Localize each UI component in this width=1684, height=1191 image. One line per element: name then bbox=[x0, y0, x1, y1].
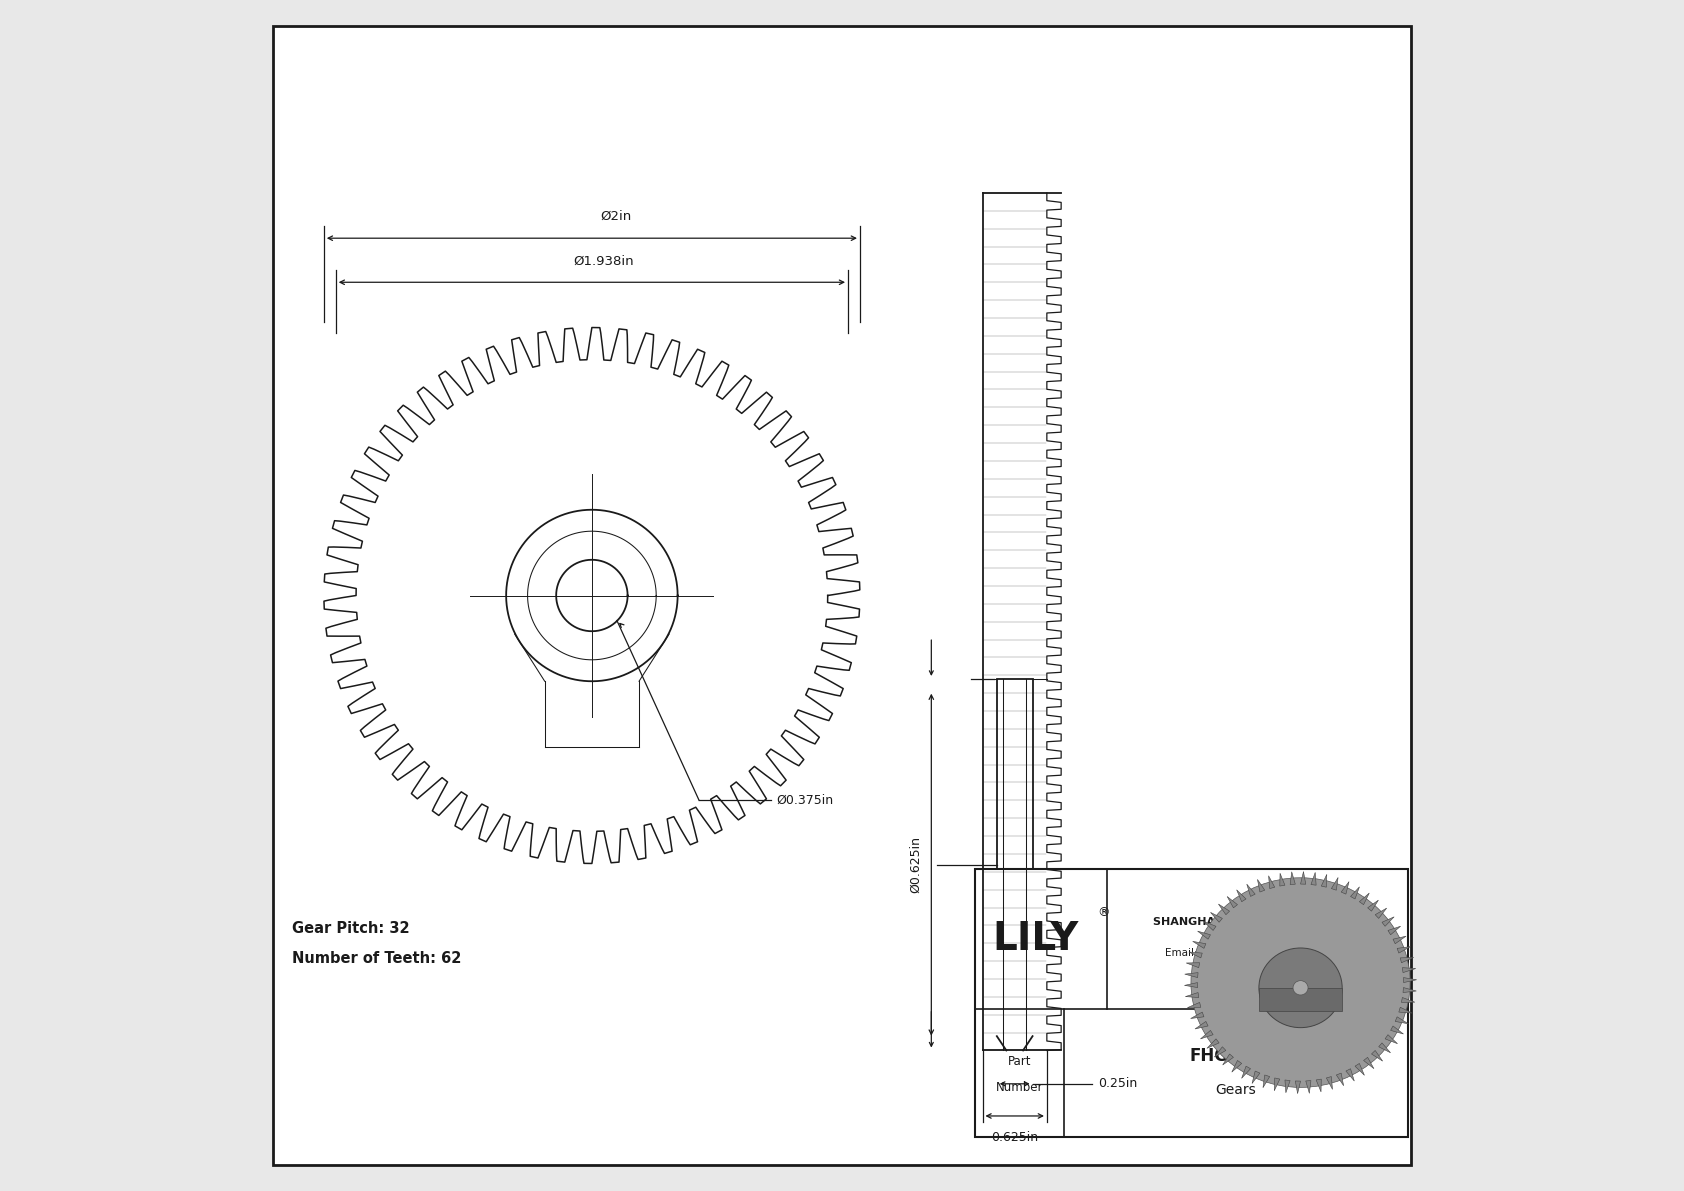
Text: Number: Number bbox=[995, 1081, 1044, 1093]
Polygon shape bbox=[1399, 1008, 1413, 1014]
Polygon shape bbox=[1305, 1080, 1310, 1093]
Ellipse shape bbox=[1293, 980, 1308, 994]
Text: LILY: LILY bbox=[992, 921, 1078, 958]
Polygon shape bbox=[1332, 878, 1339, 890]
Polygon shape bbox=[1285, 1080, 1290, 1093]
Polygon shape bbox=[1186, 973, 1197, 978]
Polygon shape bbox=[1192, 941, 1206, 948]
Text: FHGFFKEJ: FHGFFKEJ bbox=[1191, 1047, 1282, 1066]
Polygon shape bbox=[1187, 1003, 1201, 1008]
Ellipse shape bbox=[1260, 948, 1342, 1028]
Polygon shape bbox=[1384, 1035, 1398, 1043]
Bar bbox=[1260, 987, 1342, 1011]
Polygon shape bbox=[1228, 897, 1238, 908]
Polygon shape bbox=[1337, 1073, 1344, 1086]
Text: Part: Part bbox=[1009, 1055, 1032, 1067]
Polygon shape bbox=[1258, 879, 1265, 892]
Polygon shape bbox=[1388, 927, 1401, 935]
Text: Ø2in: Ø2in bbox=[600, 210, 632, 223]
Bar bbox=[997, 679, 1032, 1050]
Polygon shape bbox=[1191, 1012, 1204, 1018]
Polygon shape bbox=[1327, 1077, 1332, 1090]
Polygon shape bbox=[1280, 873, 1285, 886]
Polygon shape bbox=[1214, 1047, 1226, 1058]
Polygon shape bbox=[1196, 1022, 1207, 1029]
Polygon shape bbox=[1189, 952, 1202, 958]
Text: Gear Pitch: 32: Gear Pitch: 32 bbox=[291, 922, 409, 936]
Polygon shape bbox=[1367, 900, 1379, 911]
Text: 0.625in: 0.625in bbox=[992, 1131, 1039, 1145]
Polygon shape bbox=[1236, 890, 1246, 902]
Polygon shape bbox=[1379, 1043, 1391, 1053]
Polygon shape bbox=[1300, 872, 1305, 884]
Polygon shape bbox=[1403, 978, 1416, 983]
Polygon shape bbox=[1351, 887, 1359, 899]
Text: Ø1.938in: Ø1.938in bbox=[574, 255, 635, 268]
Polygon shape bbox=[1371, 1050, 1383, 1061]
Polygon shape bbox=[1403, 967, 1416, 973]
Text: Gears: Gears bbox=[1216, 1083, 1256, 1097]
Polygon shape bbox=[1359, 893, 1369, 905]
Bar bbox=[982, 193, 1047, 1050]
Text: SHANGHAI LILY BEARING LIMITED: SHANGHAI LILY BEARING LIMITED bbox=[1154, 917, 1362, 928]
Polygon shape bbox=[1398, 947, 1411, 953]
Polygon shape bbox=[1251, 1071, 1260, 1084]
Text: 0.25in: 0.25in bbox=[1098, 1078, 1137, 1090]
Polygon shape bbox=[1211, 912, 1223, 922]
Polygon shape bbox=[1290, 872, 1295, 885]
Polygon shape bbox=[1295, 1081, 1300, 1093]
Polygon shape bbox=[1310, 872, 1317, 885]
Bar bbox=[975, 869, 1408, 1137]
Polygon shape bbox=[1197, 931, 1211, 940]
Text: Ø0.375in: Ø0.375in bbox=[776, 794, 834, 806]
Polygon shape bbox=[1383, 917, 1394, 927]
Polygon shape bbox=[1317, 1079, 1322, 1092]
Polygon shape bbox=[1268, 875, 1275, 888]
Text: ®: ® bbox=[1096, 906, 1110, 919]
Ellipse shape bbox=[1191, 878, 1410, 1087]
Polygon shape bbox=[1322, 874, 1327, 887]
Polygon shape bbox=[1356, 1064, 1364, 1075]
Text: Number of Teeth: 62: Number of Teeth: 62 bbox=[291, 952, 461, 966]
Polygon shape bbox=[1364, 1058, 1374, 1068]
Polygon shape bbox=[1376, 908, 1386, 918]
Polygon shape bbox=[1204, 922, 1216, 930]
Polygon shape bbox=[1223, 1054, 1233, 1065]
Polygon shape bbox=[1219, 904, 1229, 915]
Polygon shape bbox=[1401, 998, 1415, 1003]
Polygon shape bbox=[1241, 1066, 1251, 1078]
Polygon shape bbox=[1340, 881, 1349, 894]
Polygon shape bbox=[1207, 1039, 1219, 1048]
Polygon shape bbox=[1186, 992, 1199, 998]
Polygon shape bbox=[1184, 983, 1197, 987]
Polygon shape bbox=[1391, 1025, 1403, 1034]
Polygon shape bbox=[1186, 962, 1199, 967]
Polygon shape bbox=[1275, 1078, 1280, 1091]
Polygon shape bbox=[1263, 1075, 1270, 1087]
Polygon shape bbox=[1393, 936, 1406, 943]
Polygon shape bbox=[1246, 884, 1255, 897]
Polygon shape bbox=[1201, 1030, 1212, 1039]
Text: Ø0.625in: Ø0.625in bbox=[909, 836, 921, 893]
Polygon shape bbox=[1394, 1017, 1408, 1024]
Polygon shape bbox=[1346, 1068, 1354, 1081]
Polygon shape bbox=[1231, 1060, 1241, 1072]
Polygon shape bbox=[1403, 987, 1416, 992]
Text: Email: lilybearing@lily-bearing.com: Email: lilybearing@lily-bearing.com bbox=[1165, 948, 1351, 959]
Polygon shape bbox=[1399, 958, 1413, 962]
